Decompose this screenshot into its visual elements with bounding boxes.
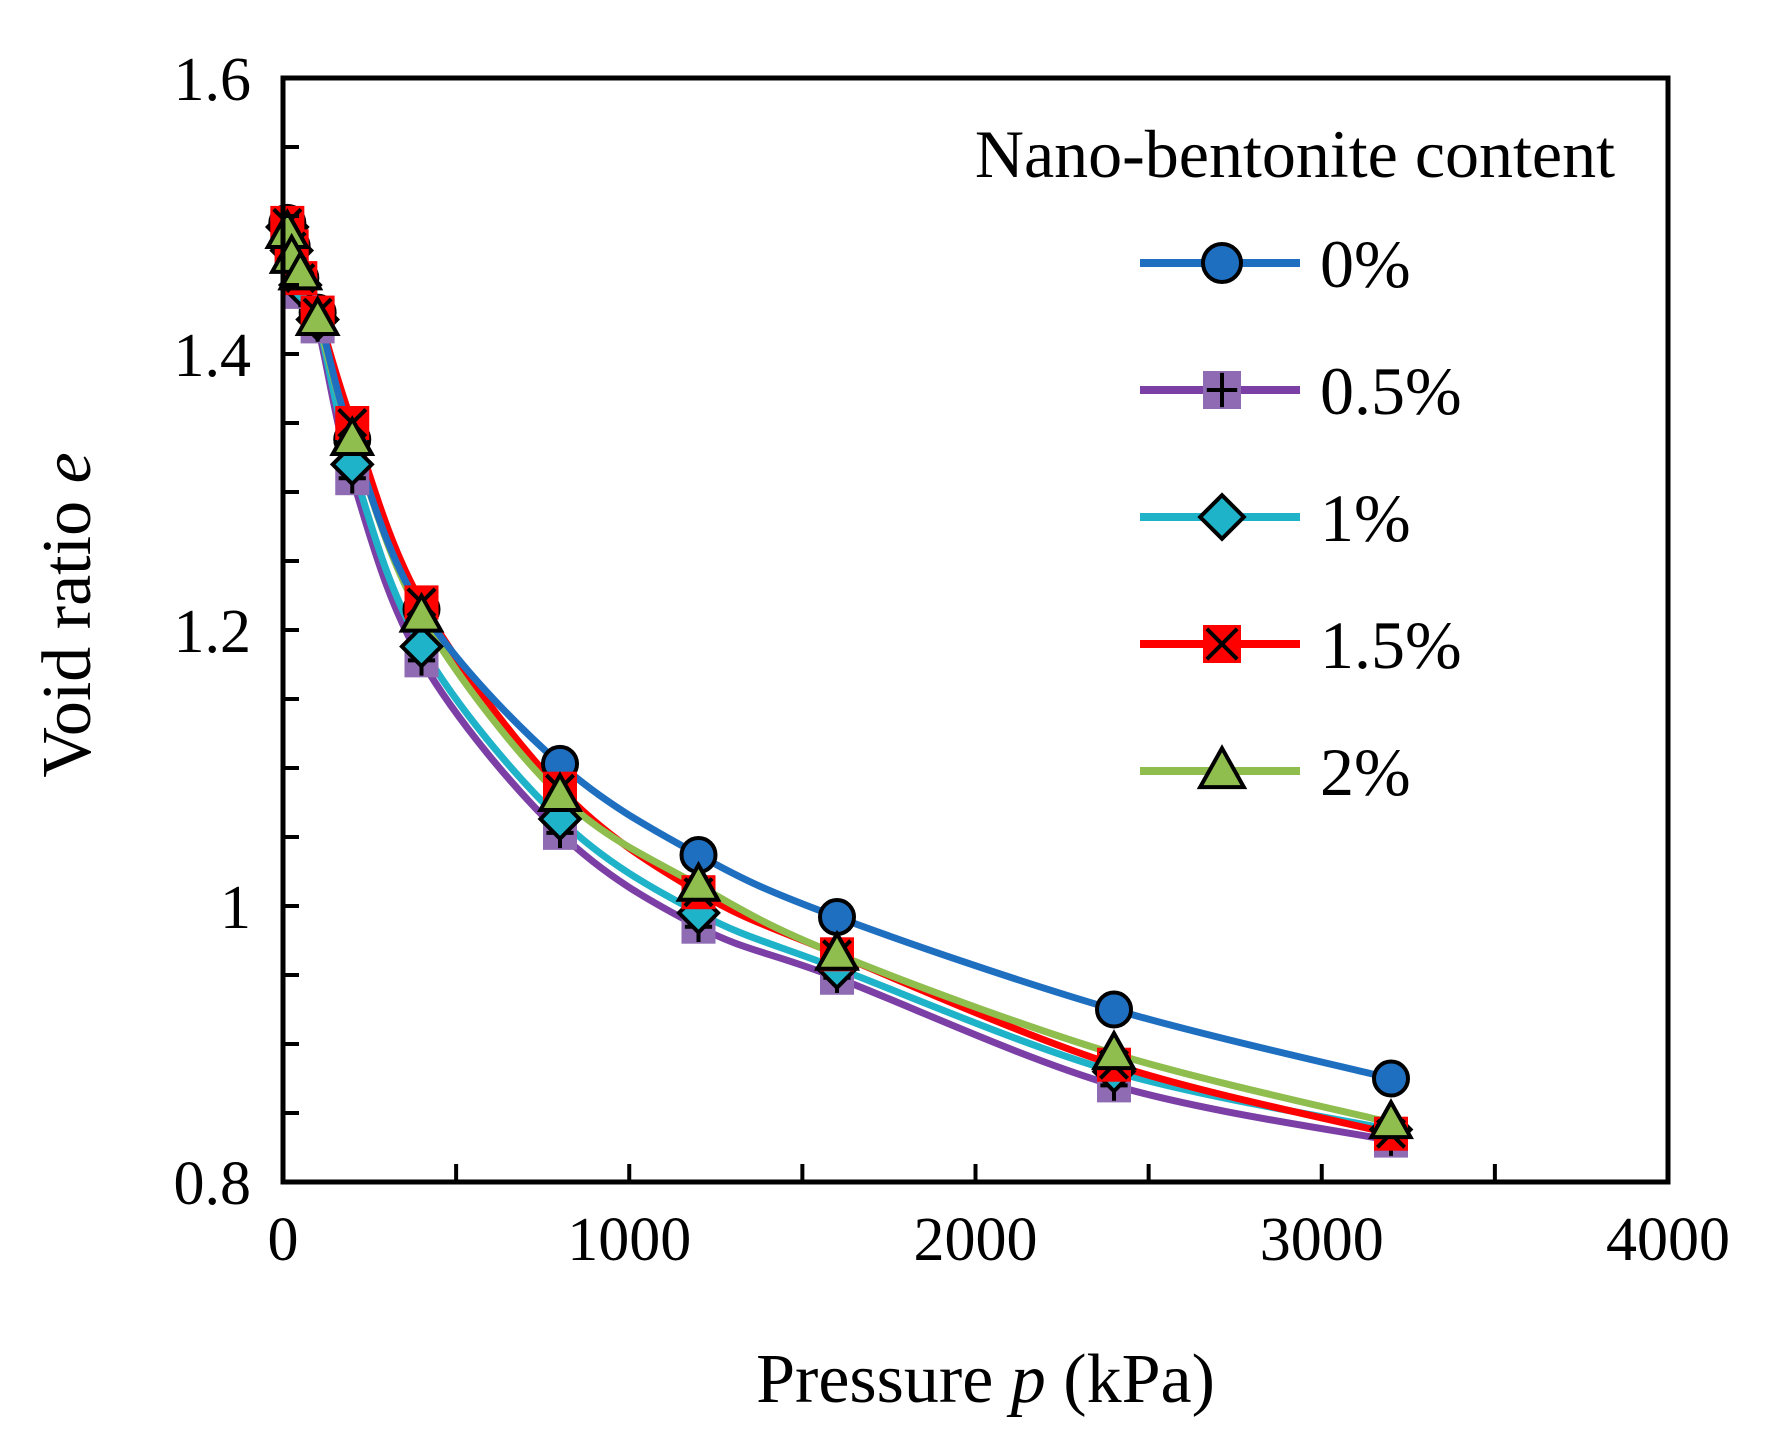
legend-marker-0 <box>1201 242 1243 284</box>
data-point-s4-5-shape <box>398 591 445 633</box>
data-point-s4-9 <box>1091 1029 1137 1071</box>
data-point-s4-8 <box>814 929 860 971</box>
data-point-s0-9 <box>1095 990 1133 1029</box>
legend-marker-1-cross <box>1206 372 1238 408</box>
legend-label-3: 1.5% <box>1320 607 1462 683</box>
axes: 0 1000 2000 3000 4000 0.8 1 1.2 1.4 1.6 Pressure p… <box>29 46 1730 1418</box>
data-point-s0-9-shape <box>1095 990 1133 1029</box>
data-point-s2-5-shape <box>399 624 444 669</box>
data-point-s4-10-shape <box>1368 1098 1414 1140</box>
data-point-s0-8-shape <box>818 898 856 937</box>
y-tick-label: 1.4 <box>174 322 252 390</box>
data-point-s4-8-shape <box>814 929 860 971</box>
data-point-s0-10-shape <box>1372 1059 1410 1098</box>
y-tick-label: 1.6 <box>174 46 252 114</box>
legend-marker-3-cross <box>1205 627 1239 661</box>
data-point-s4-6 <box>537 771 583 813</box>
legend-label-4: 2% <box>1320 734 1411 810</box>
data-point-s2-6 <box>537 796 583 842</box>
legend-marker-3 <box>1203 625 1241 663</box>
legend-marker-2-shape <box>1197 492 1247 542</box>
y-axis-label: Void ratio e <box>29 452 106 777</box>
data-point-s4-7-shape <box>675 860 722 902</box>
data-point-s4-5 <box>398 591 445 633</box>
data-point-s4-3 <box>294 295 341 336</box>
legend-marker-1 <box>1203 371 1241 409</box>
data-point-s2-6-shape <box>537 796 583 842</box>
x-axis-label-text: Pressure <box>756 1341 1011 1418</box>
data-point-s4-7 <box>675 860 722 902</box>
legend-marker-4-shape <box>1196 744 1248 790</box>
legend-label-0: 0% <box>1320 226 1411 302</box>
data-point-s4-9-shape <box>1091 1029 1137 1071</box>
data-point-s0-8 <box>818 898 856 937</box>
legend-label-2: 1% <box>1320 480 1411 556</box>
data-point-s4-4 <box>329 415 376 457</box>
y-tick-label: 0.8 <box>174 1150 252 1218</box>
x-axis-label: Pressure p (kPa) <box>756 1341 1215 1418</box>
data-point-s2-5 <box>399 624 444 669</box>
series-line-3 <box>283 219 1395 1138</box>
legend-label-1: 0.5% <box>1320 353 1462 429</box>
data-point-s0-10 <box>1372 1059 1410 1098</box>
y-axis-label-var: e <box>29 452 106 483</box>
series-markers <box>264 203 1414 1158</box>
data-point-s4-6-shape <box>537 771 583 813</box>
series-line-1 <box>283 226 1395 1145</box>
data-point-s4-3-shape <box>294 295 341 336</box>
legend-marker-0-shape <box>1201 242 1243 284</box>
legend-title: Nano-bentonite content <box>975 116 1615 192</box>
x-tick-label: 3000 <box>1260 1206 1384 1274</box>
y-tick-label: 1 <box>220 874 251 942</box>
data-point-s4-4-shape <box>329 415 376 457</box>
x-axis-label-var: p <box>1006 1341 1046 1418</box>
x-tick-label: 4000 <box>1606 1206 1730 1274</box>
x-tick-label: 0 <box>268 1206 299 1274</box>
x-tick-label: 1000 <box>567 1206 691 1274</box>
legend-marker-4 <box>1196 744 1248 790</box>
x-tick-label: 2000 <box>914 1206 1038 1274</box>
data-point-s4-2 <box>277 249 324 291</box>
y-tick-label: 1.2 <box>174 598 252 666</box>
y-axis-label-text: Void ratio <box>29 483 106 777</box>
legend-marker-2 <box>1197 492 1247 542</box>
series-lines <box>283 219 1395 1145</box>
data-point-s4-2-shape <box>277 249 324 291</box>
data-point-s4-10 <box>1368 1098 1414 1140</box>
x-axis-label-unit: (kPa) <box>1046 1341 1215 1418</box>
legend: Nano-bentonite content 0% 0.5% 1% 1.5% 2% <box>975 116 1615 810</box>
